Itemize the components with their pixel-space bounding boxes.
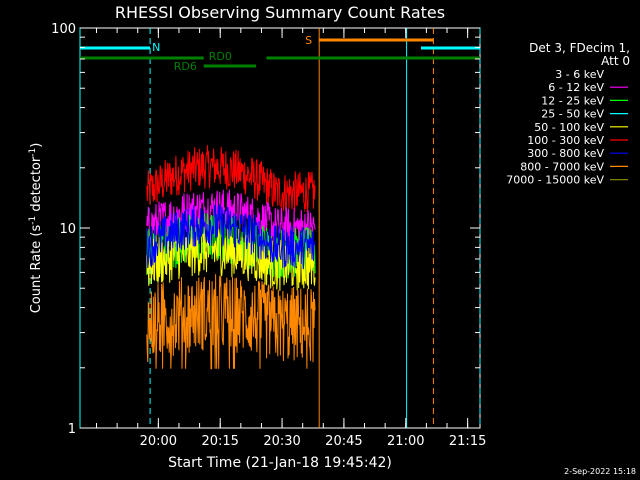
y-tick-label: 1 <box>68 422 76 437</box>
y-axis-label-main: Count Rate (s <box>29 225 44 314</box>
series-line <box>146 274 316 370</box>
x-tick-label: 20:45 <box>325 434 362 449</box>
legend-entry-label: 3 - 6 keV <box>555 68 604 81</box>
x-tick-label: 20:15 <box>201 434 238 449</box>
y-tick-label: 10 <box>59 222 76 237</box>
y-axis: 1 10 100 <box>51 22 480 437</box>
x-tick-label: 21:15 <box>449 434 486 449</box>
legend-entry-label: 12 - 25 keV <box>541 94 604 107</box>
x-axis: 20:00 20:15 20:30 20:45 21:00 21:15 <box>95 28 486 449</box>
series-line <box>146 203 316 270</box>
y-axis-label-sup2: -1 <box>28 148 38 157</box>
series-line <box>146 145 316 215</box>
y-axis-label-mid: detector <box>29 156 44 216</box>
y-axis-label-end: ) <box>29 143 44 148</box>
y-axis-label-sup1: -1 <box>28 216 38 225</box>
rd0-label: RD0 <box>209 50 232 63</box>
y-axis-label: Count Rate (s-1 detector-1) <box>28 143 44 314</box>
rd6-label: RD6 <box>174 60 197 73</box>
chart-title: RHESSI Observing Summary Count Rates <box>115 3 445 22</box>
x-tick-label: 21:00 <box>387 434 424 449</box>
observing-segments: N S RD0 RD6 <box>79 28 481 428</box>
legend-entry-label: 6 - 12 keV <box>548 81 604 94</box>
legend-header-1: Det 3, FDecim 1, <box>529 41 630 55</box>
data-series <box>146 145 316 370</box>
night-segment-label: N <box>152 41 160 54</box>
x-axis-label: Start Time (21-Jan-18 19:45:42) <box>168 455 392 471</box>
y-tick-label: 100 <box>51 22 76 37</box>
legend-entry-label: 50 - 100 keV <box>534 121 604 134</box>
saa-segment-label: S <box>305 34 312 47</box>
x-tick-label: 20:00 <box>140 434 177 449</box>
timestamp: 2-Sep-2022 15:18 <box>564 467 636 476</box>
legend-entry-label: 800 - 7000 keV <box>520 160 604 173</box>
legend-entry-label: 100 - 300 keV <box>527 134 604 147</box>
legend-entry-label: 25 - 50 keV <box>541 108 604 121</box>
x-tick-label: 20:30 <box>263 434 300 449</box>
legend-header-2: Att 0 <box>601 54 630 68</box>
legend-entry-label: 300 - 800 keV <box>527 147 604 160</box>
legend-entry-label: 7000 - 15000 keV <box>506 174 604 187</box>
